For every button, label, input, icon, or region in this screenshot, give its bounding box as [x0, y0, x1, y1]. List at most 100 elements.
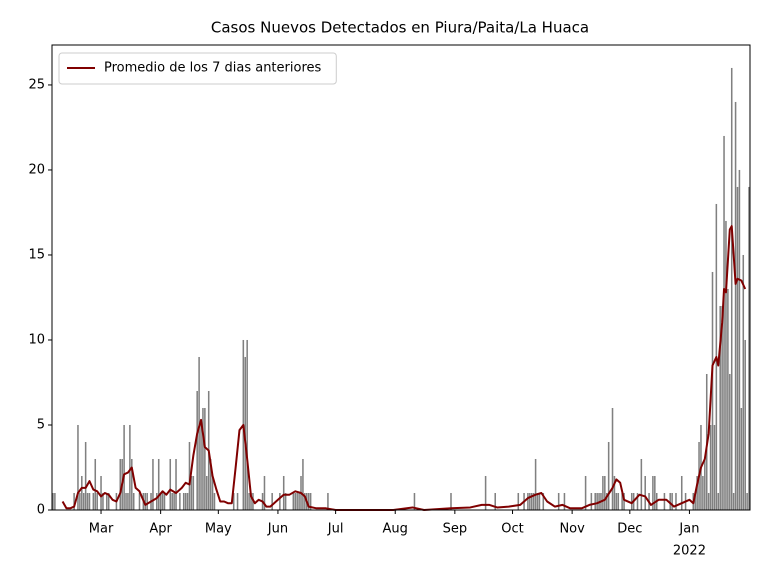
bar — [727, 288, 729, 510]
bar — [182, 492, 185, 510]
bar — [156, 492, 158, 510]
bar — [198, 356, 200, 510]
bar — [636, 492, 639, 510]
bar — [654, 475, 656, 510]
bar — [146, 492, 148, 510]
bar — [94, 458, 97, 510]
bar — [675, 492, 677, 510]
bar — [250, 492, 252, 510]
x-tick-label: Apr — [149, 522, 172, 537]
bar — [530, 492, 533, 510]
bar — [179, 492, 181, 510]
bar — [100, 475, 102, 510]
bar — [532, 492, 535, 510]
bar — [302, 458, 304, 510]
bar — [209, 458, 212, 510]
bar — [484, 475, 487, 510]
bar — [246, 339, 248, 510]
bar — [613, 475, 616, 510]
bar — [213, 492, 216, 510]
bar — [413, 492, 416, 510]
bar — [740, 407, 743, 510]
bar — [711, 271, 714, 510]
bar — [52, 492, 54, 510]
bar — [77, 424, 79, 510]
bar — [298, 492, 300, 510]
bar — [163, 492, 166, 510]
bar — [119, 458, 122, 510]
bar — [106, 492, 108, 510]
bar — [605, 492, 608, 510]
line — [61, 225, 747, 511]
bar — [263, 475, 266, 510]
x-tick-label: Nov — [559, 522, 585, 537]
bar — [644, 475, 646, 510]
bar — [173, 492, 175, 510]
x-tick-label: May — [205, 522, 232, 537]
bar — [200, 424, 202, 510]
bar — [81, 475, 83, 510]
x-tick-label: Jul — [327, 522, 344, 537]
bar — [248, 492, 250, 510]
bar — [279, 492, 281, 510]
bar — [652, 475, 654, 510]
bar — [73, 492, 75, 510]
bar — [296, 492, 298, 510]
bar — [721, 305, 723, 510]
x-tick-label: Sep — [443, 522, 468, 537]
bar — [719, 305, 721, 510]
bar — [538, 492, 541, 510]
y-tick-label: 0 — [37, 503, 45, 518]
bar — [152, 458, 154, 510]
bar — [159, 492, 162, 510]
bar — [161, 492, 164, 510]
legend-box — [58, 52, 337, 85]
bar — [294, 492, 297, 510]
bar — [704, 458, 706, 510]
bar — [282, 475, 285, 510]
bar — [188, 441, 191, 510]
bar — [131, 458, 133, 510]
bar — [132, 492, 135, 510]
y-tick-label: 10 — [28, 332, 45, 347]
bar — [734, 101, 737, 511]
legend-label: Promedio de los 7 dias anteriores — [104, 61, 321, 76]
bar — [236, 492, 239, 510]
bar — [88, 492, 91, 510]
bar — [725, 220, 727, 510]
bar — [211, 475, 214, 510]
x-tick-label: Oct — [501, 522, 523, 537]
bar — [748, 186, 750, 510]
bar — [680, 475, 683, 510]
bar — [307, 492, 310, 510]
bar — [529, 492, 531, 510]
bar — [729, 373, 731, 510]
bar — [494, 492, 496, 510]
bar — [669, 492, 671, 510]
bar — [557, 492, 560, 510]
bar — [54, 492, 56, 510]
bar — [630, 492, 633, 510]
bar — [742, 254, 745, 510]
bar — [621, 492, 623, 510]
x-tick-label: Jan — [678, 522, 699, 537]
bar — [86, 492, 89, 510]
bar — [563, 492, 566, 510]
bar — [127, 492, 129, 510]
bar — [542, 492, 545, 510]
bar — [79, 492, 81, 510]
bar — [175, 458, 177, 510]
bar — [596, 492, 598, 510]
bar — [517, 492, 520, 510]
x-tick-label: Dec — [617, 522, 642, 537]
bar — [602, 475, 604, 510]
y-tick-label: 15 — [28, 247, 45, 262]
y-tick-label: 25 — [28, 77, 45, 92]
bar — [125, 492, 127, 510]
bar — [607, 441, 610, 510]
bar — [92, 492, 95, 510]
bar — [186, 492, 189, 510]
bar — [723, 135, 725, 510]
bar — [732, 492, 735, 510]
bar — [746, 492, 748, 510]
